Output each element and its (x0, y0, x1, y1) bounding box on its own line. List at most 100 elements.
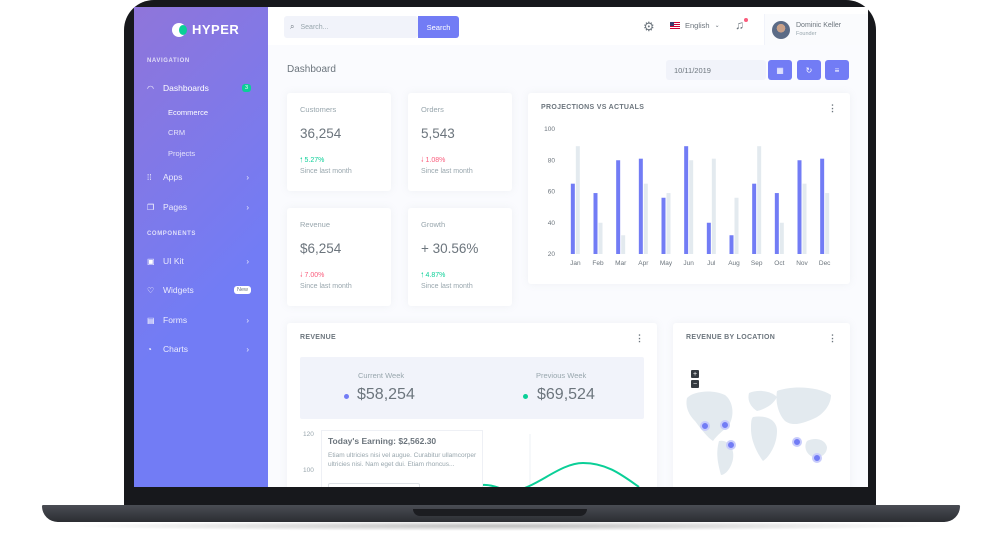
filter-icon: ≡ (834, 65, 840, 75)
bar-series-2[interactable] (711, 158, 716, 254)
stat-value: $6,254 (300, 241, 342, 256)
search-button[interactable]: Search (418, 16, 459, 38)
bar-series-1[interactable] (593, 193, 598, 254)
bar-series-1[interactable] (774, 193, 779, 254)
page-title: Dashboard (287, 64, 336, 75)
stat-change: 🠑 5.27% (300, 156, 324, 167)
x-tick-label: Sep (751, 260, 763, 267)
bar-series-2[interactable] (757, 146, 762, 254)
stat-change: 🠓 7.00% (300, 271, 324, 282)
bar-series-2[interactable] (598, 222, 603, 254)
language-label: English (685, 21, 710, 30)
bar-series-2[interactable] (779, 222, 784, 254)
more-options-icon[interactable]: ⋮ (635, 333, 644, 343)
sidebar-subitem-ecommerce[interactable]: Ecommerce (168, 108, 209, 117)
previous-week-label: Previous Week (536, 371, 587, 380)
laptop-shadow (60, 521, 940, 531)
asia-shape (776, 387, 831, 425)
x-tick-label: Oct (774, 260, 784, 267)
current-week-label: Current Week (358, 371, 405, 380)
sidebar-item-widgets[interactable]: ♡ Widgets New (147, 282, 257, 298)
sidebar-item-label: Charts (163, 344, 189, 354)
location-marker (792, 437, 802, 447)
bar-series-2[interactable] (621, 235, 626, 254)
stat-title: Revenue (300, 220, 331, 229)
language-dropdown[interactable]: English ⌄ (670, 21, 720, 30)
revenue-title: REVENUE (300, 334, 336, 341)
bar-series-2[interactable] (734, 197, 739, 254)
components-section-title: COMPONENTS (147, 231, 197, 237)
stat-since: Since last month (300, 168, 352, 175)
y-tick-label: 60 (548, 189, 556, 196)
bar-series-1[interactable] (752, 183, 757, 254)
stat-card-growth: Growth + 30.56% 🠑 4.87% Since last month (408, 208, 512, 306)
logo[interactable]: HYPER (172, 22, 239, 37)
sidebar-item-apps[interactable]: ⁞⁞ Apps › (147, 169, 257, 185)
y-tick: 120 (303, 431, 314, 438)
bar-series-2[interactable] (802, 183, 807, 254)
sidebar-item-pages[interactable]: ❐ Pages › (147, 199, 257, 215)
sidebar: HYPER NAVIGATION ◠ Dashboards 3 Ecommerc… (134, 7, 268, 487)
bar-series-1[interactable] (729, 235, 734, 254)
user-menu[interactable]: Dominic Keller Founder (764, 14, 868, 45)
x-tick-label: Jun (683, 260, 694, 267)
location-marker (720, 420, 730, 430)
zoom-out-button[interactable]: − (691, 380, 699, 388)
bar-series-1[interactable] (684, 146, 689, 254)
previous-week-value: $69,524 (537, 386, 595, 403)
filter-button[interactable]: ≡ (825, 60, 849, 80)
stat-change-value: 1.08% (425, 157, 446, 164)
gear-icon[interactable]: ⚙ (643, 19, 655, 34)
date-input[interactable]: 10/11/2019 (666, 60, 766, 80)
bar-series-1[interactable] (616, 160, 621, 254)
widgets-new-badge: New (233, 286, 251, 294)
stat-value: 5,543 (421, 126, 455, 141)
bar-series-1[interactable] (570, 183, 575, 254)
calendar-button[interactable]: ▦ (768, 60, 792, 80)
bar-series-2[interactable] (575, 146, 580, 254)
search-input[interactable]: ⌕ Search... (284, 16, 418, 38)
refresh-icon: ↻ (805, 65, 813, 75)
bar-series-1[interactable] (820, 158, 825, 254)
sidebar-item-label: UI Kit (163, 256, 184, 266)
bar-series-2[interactable] (689, 160, 694, 254)
bar-series-1[interactable] (661, 197, 666, 254)
chevron-right-icon: › (246, 315, 249, 325)
search-placeholder: Search... (300, 23, 329, 31)
arrow-up-icon: 🠑 (300, 157, 305, 164)
grid-icon: ⁞⁞ (147, 172, 152, 182)
stat-change: 🠑 4.87% (421, 271, 445, 282)
sidebar-subitem-crm[interactable]: CRM (168, 128, 186, 137)
sidebar-subitem-projects[interactable]: Projects (168, 149, 196, 158)
bar-series-2[interactable] (643, 183, 648, 254)
bell-icon[interactable]: ♫ (735, 18, 744, 32)
nav-section-title: NAVIGATION (147, 58, 190, 64)
stat-change-value: 7.00% (304, 272, 325, 279)
earning-tooltip: Today's Earning: $2,562.30 Etiam ultrici… (321, 430, 483, 487)
bar-series-2[interactable] (825, 193, 830, 254)
sidebar-item-uikit[interactable]: ▣ UI Kit › (147, 253, 257, 269)
sidebar-item-charts[interactable]: ◔ Charts › (147, 341, 257, 357)
more-options-icon[interactable]: ⋮ (828, 333, 837, 343)
calendar-icon: ▦ (776, 65, 784, 75)
bar-series-1[interactable] (638, 158, 643, 254)
earning-button[interactable] (328, 483, 420, 487)
projections-title: PROJECTIONS VS ACTUALS (541, 104, 645, 111)
user-role: Founder (796, 31, 817, 37)
zoom-in-button[interactable]: + (691, 370, 699, 378)
refresh-button[interactable]: ↻ (797, 60, 821, 80)
sidebar-item-forms[interactable]: ▤ Forms › (147, 312, 257, 328)
logo-icon (172, 22, 187, 37)
more-options-icon[interactable]: ⋮ (828, 103, 837, 113)
location-title: REVENUE BY LOCATION (686, 334, 776, 341)
bar-series-2[interactable] (666, 193, 671, 254)
arrow-up-icon: 🠑 (421, 272, 426, 279)
stat-since: Since last month (300, 283, 352, 290)
sidebar-item-dashboards[interactable]: ◠ Dashboards 3 (147, 80, 257, 96)
bar-series-1[interactable] (706, 222, 711, 254)
bar-series-1[interactable] (797, 160, 802, 254)
sidebar-item-label: Dashboards (163, 83, 209, 93)
search-icon: ⌕ (290, 22, 295, 31)
screen: HYPER NAVIGATION ◠ Dashboards 3 Ecommerc… (134, 7, 868, 487)
